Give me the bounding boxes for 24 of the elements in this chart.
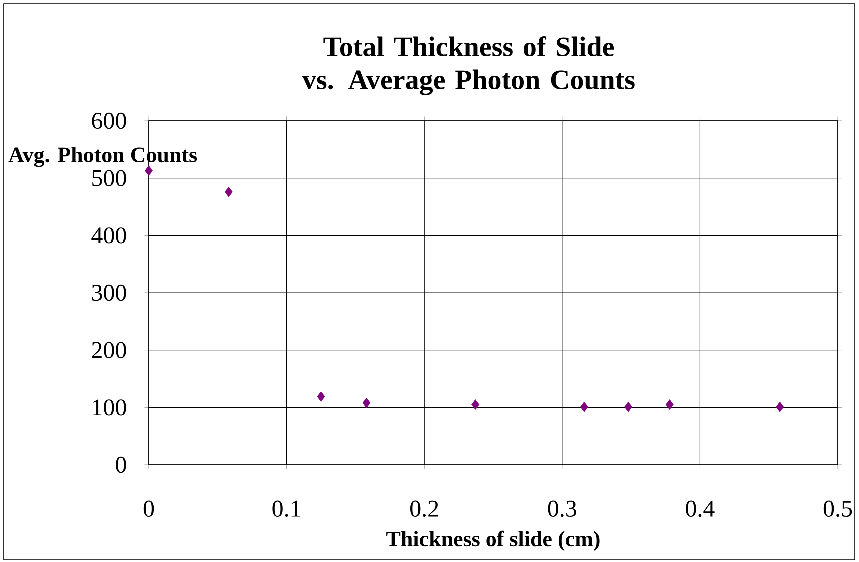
point <box>776 402 784 412</box>
x-tick-label: 0.5 <box>824 500 852 518</box>
point <box>472 400 480 410</box>
x-tick-label: 0.4 <box>686 500 715 518</box>
y-tick-label: 400 <box>92 228 126 244</box>
point <box>580 402 588 412</box>
y-tick-label: 100 <box>93 400 126 416</box>
point <box>224 186 233 198</box>
x-tick-label: 0.1 <box>272 500 300 518</box>
x-tick-label: 0.3 <box>548 500 576 518</box>
point <box>145 166 153 176</box>
x-tick-label: 0.2 <box>410 500 438 518</box>
y-tick-label: 600 <box>92 112 126 130</box>
x-axis-title: Thickness of slide (cm) <box>386 530 600 552</box>
y-tick-label: 200 <box>92 342 126 358</box>
point <box>624 402 632 412</box>
y-tick-label: 300 <box>92 284 126 302</box>
point <box>317 392 326 402</box>
chart-title: Total Thickness of Slide vs. Average Photon Counts <box>302 36 635 96</box>
x-tick-label: 0 <box>144 500 154 517</box>
point <box>666 400 674 410</box>
point <box>362 398 371 408</box>
y-tick-label: 0 <box>116 456 126 474</box>
y-tick-label: 500 <box>92 170 126 186</box>
